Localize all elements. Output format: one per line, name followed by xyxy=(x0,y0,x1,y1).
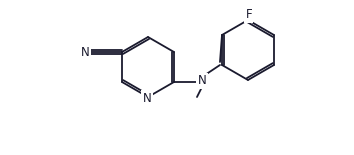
Text: N: N xyxy=(198,75,206,88)
Text: F: F xyxy=(246,9,252,22)
Text: N: N xyxy=(81,46,90,58)
Text: N: N xyxy=(143,91,152,104)
